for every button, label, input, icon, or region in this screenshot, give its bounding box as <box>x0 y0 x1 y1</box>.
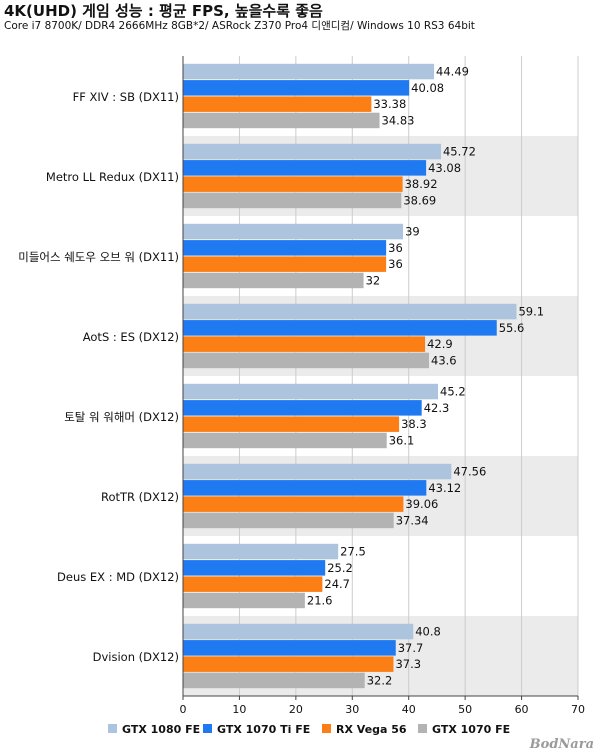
value-label: 43.6 <box>431 353 457 367</box>
bar <box>183 192 402 209</box>
value-label: 37.3 <box>395 657 421 671</box>
x-tick-label: 70 <box>571 703 585 716</box>
value-label: 40.08 <box>411 81 444 95</box>
x-tick-label: 50 <box>458 703 472 716</box>
bar <box>183 143 441 160</box>
bar <box>183 416 400 432</box>
category-label: 토탈 워 워해머 (DX12) <box>64 410 179 424</box>
chart-subtitle: Core i7 8700K/ DDR4 2666MHz 8GB*2/ ASRoc… <box>4 20 475 32</box>
value-label: 39.06 <box>405 497 438 511</box>
watermark-logo: BodNara <box>529 737 594 752</box>
bar <box>183 80 410 96</box>
bar <box>183 592 305 609</box>
bar <box>183 463 452 480</box>
x-tick-label: 20 <box>289 703 303 716</box>
legend-label: GTX 1070 Ti FE <box>217 723 310 736</box>
category-label: FF XIV : SB (DX11) <box>73 90 179 104</box>
bar <box>183 576 323 592</box>
bar <box>183 352 430 369</box>
chart-title: 4K(UHD) 게임 성능 : 평균 FPS, 높을수록 좋음 <box>4 2 323 20</box>
category-label: Metro LL Redux (DX11) <box>46 170 179 184</box>
title-block: 4K(UHD) 게임 성능 : 평균 FPS, 높을수록 좋음 Core i7 … <box>4 2 596 36</box>
legend-label: RX Vega 56 <box>336 723 407 736</box>
legend-label: GTX 1080 FE <box>122 723 200 736</box>
category-label: 미들어스 쉐도우 오브 워 (DX11) <box>18 250 179 264</box>
bar <box>183 336 426 352</box>
value-label: 42.9 <box>427 337 453 351</box>
value-label: 32.2 <box>367 673 393 687</box>
value-label: 21.6 <box>307 593 333 607</box>
legend-swatch <box>418 724 427 733</box>
value-label: 39 <box>405 225 420 239</box>
bar <box>183 672 365 689</box>
value-label: 38.92 <box>405 177 438 191</box>
x-tick-label: 30 <box>345 703 359 716</box>
bar <box>183 112 380 129</box>
x-tick-label: 0 <box>180 703 187 716</box>
x-tick-label: 40 <box>402 703 416 716</box>
value-label: 25.2 <box>327 561 353 575</box>
legend-swatch <box>322 724 331 733</box>
value-label: 55.6 <box>499 321 525 335</box>
legend-swatch <box>108 724 117 733</box>
value-label: 38.69 <box>403 193 436 207</box>
legend-swatch <box>203 724 212 733</box>
bar <box>183 320 497 336</box>
bar <box>183 496 404 512</box>
bar <box>183 640 396 656</box>
value-label: 27.5 <box>340 545 366 559</box>
value-label: 24.7 <box>324 577 350 591</box>
bar <box>183 176 403 192</box>
bar <box>183 623 414 640</box>
legend-label: GTX 1070 FE <box>432 723 510 736</box>
bar <box>183 240 387 256</box>
bar <box>183 303 517 320</box>
value-label: 33.38 <box>373 97 406 111</box>
category-label: AotS : ES (DX12) <box>83 330 179 344</box>
bar <box>183 656 394 672</box>
bar <box>183 160 427 176</box>
value-label: 44.49 <box>436 65 469 79</box>
bar <box>183 272 364 289</box>
category-label: Deus EX : MD (DX12) <box>57 570 179 584</box>
value-label: 47.56 <box>453 465 486 479</box>
value-label: 40.8 <box>415 625 441 639</box>
value-label: 36.1 <box>389 433 415 447</box>
bar <box>183 96 372 112</box>
value-label: 45.72 <box>443 145 476 159</box>
bar <box>183 223 404 240</box>
bar <box>183 512 394 529</box>
bar <box>183 432 387 449</box>
x-tick-label: 60 <box>515 703 529 716</box>
x-tick-label: 10 <box>232 703 246 716</box>
bar <box>183 400 422 416</box>
value-label: 59.1 <box>518 305 544 319</box>
bar <box>183 383 439 400</box>
bar <box>183 63 435 80</box>
bar <box>183 480 427 496</box>
value-label: 32 <box>366 273 381 287</box>
bar <box>183 256 387 272</box>
category-label: RotTR (DX12) <box>101 490 179 504</box>
value-label: 38.3 <box>401 417 427 431</box>
value-label: 36 <box>388 241 403 255</box>
bar <box>183 543 339 560</box>
value-label: 37.34 <box>396 513 429 527</box>
value-label: 36 <box>388 257 403 271</box>
bar <box>183 560 326 576</box>
value-label: 43.08 <box>428 161 461 175</box>
value-label: 42.3 <box>424 401 450 415</box>
value-label: 37.7 <box>398 641 424 655</box>
value-label: 34.83 <box>382 113 415 127</box>
value-label: 45.2 <box>440 385 466 399</box>
value-label: 43.12 <box>428 481 461 495</box>
category-label: Dvision (DX12) <box>93 650 179 664</box>
